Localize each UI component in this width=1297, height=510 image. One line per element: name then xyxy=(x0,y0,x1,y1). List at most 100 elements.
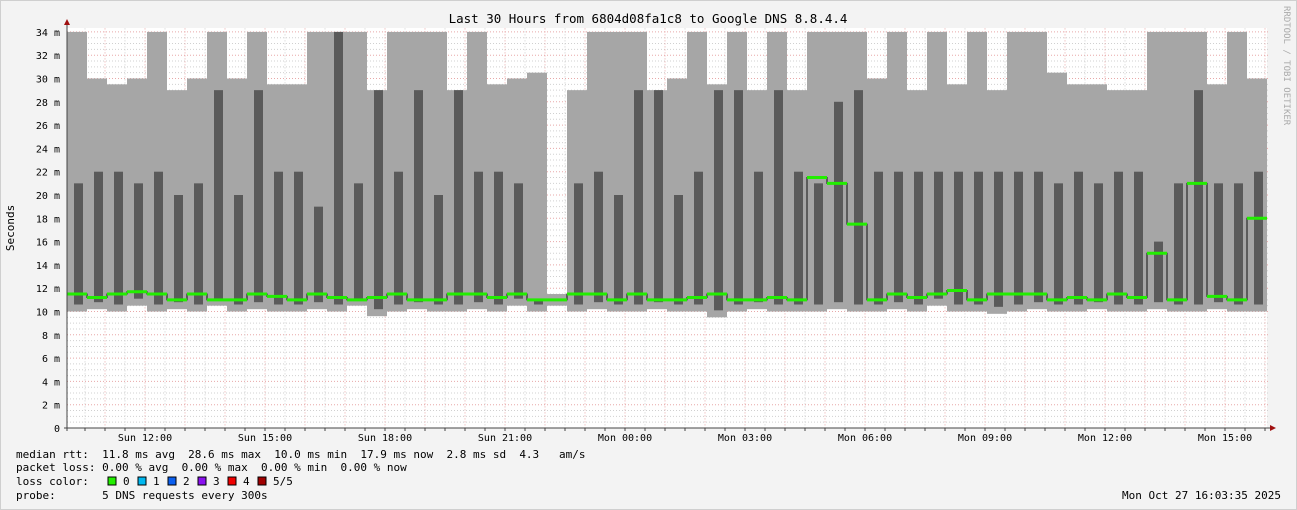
y-axis-arrow-icon xyxy=(64,19,70,25)
loss-color-label: 0 xyxy=(123,475,130,488)
loss-color-label: 4 xyxy=(243,475,250,488)
y-tick-label: 10 m xyxy=(36,308,60,319)
smoke-inner xyxy=(114,171,123,305)
legend-timestamp: Mon Oct 27 16:03:35 2025 xyxy=(1122,489,1281,502)
smoke-inner xyxy=(854,90,863,305)
smoke-inner xyxy=(74,183,83,305)
legend-probe: probe: 5 DNS requests every 300s xyxy=(16,489,268,502)
smoke-outer xyxy=(1147,31,1167,310)
x-tick-label: Mon 09:00 xyxy=(958,433,1012,444)
x-tick-labels: Sun 12:00 Sun 15:00 Sun 18:00 Sun 21:00 Mon … xyxy=(118,433,1252,444)
loss-color-label: 3 xyxy=(213,475,220,488)
legend-packet-loss: packet loss: 0.00 % avg 0.00 % max 0.00 … xyxy=(16,461,407,474)
smoke-inner xyxy=(1254,171,1263,305)
x-tick-label: Sun 21:00 xyxy=(478,433,532,444)
smoke-inner xyxy=(934,171,943,299)
loss-color-label: 1 xyxy=(153,475,160,488)
smoke-inner xyxy=(1234,183,1243,305)
axes xyxy=(64,19,1276,431)
smoke-inner xyxy=(454,90,463,305)
smoke-inner xyxy=(814,183,823,305)
smoke-inner xyxy=(194,183,203,305)
smoke-inner xyxy=(994,171,1003,307)
y-tick-label: 32 m xyxy=(36,51,60,62)
y-tick-label: 14 m xyxy=(36,261,60,272)
smoke-inner xyxy=(974,171,983,305)
loss-color-label: 2 xyxy=(183,475,190,488)
loss-color-swatch xyxy=(227,476,237,486)
y-tick-label: 26 m xyxy=(36,121,60,132)
smoke-inner xyxy=(894,171,903,303)
smoke-inner xyxy=(654,90,663,303)
y-axis-label: Seconds xyxy=(4,205,17,251)
smoke-inner xyxy=(1134,171,1143,305)
smoke-inner xyxy=(1014,171,1023,305)
loss-color-swatch xyxy=(107,476,117,486)
y-tick-label: 6 m xyxy=(42,354,60,365)
smoke-inner xyxy=(414,90,423,303)
loss-color-label: 5/5 xyxy=(273,475,293,488)
x-tick-label: Sun 12:00 xyxy=(118,433,172,444)
smoke-inner xyxy=(614,195,623,305)
x-tick-label: Mon 12:00 xyxy=(1078,433,1132,444)
smoke-inner xyxy=(794,171,803,305)
y-tick-label: 30 m xyxy=(36,75,60,86)
loss-color-swatch xyxy=(167,476,177,486)
smoke-inner xyxy=(154,171,163,305)
smoke-inner xyxy=(674,195,683,305)
y-tick-label: 16 m xyxy=(36,238,60,249)
smoke-inner xyxy=(1074,171,1083,305)
smoke-inner xyxy=(714,90,723,311)
smoke-inner xyxy=(914,171,923,305)
y-tick-label: 28 m xyxy=(36,98,60,109)
median-line xyxy=(67,176,1267,302)
smoke-inner xyxy=(274,171,283,305)
loss-color-swatch xyxy=(197,476,207,486)
smoke-inner xyxy=(1034,171,1043,303)
legend-loss-color-label: loss color: xyxy=(16,475,89,488)
smoke-inner xyxy=(774,90,783,305)
y-tick-label: 22 m xyxy=(36,168,60,179)
smoke-inner xyxy=(1114,171,1123,305)
smoke-inner xyxy=(134,183,143,299)
smoke-inner xyxy=(574,183,583,305)
x-tick-label: Mon 06:00 xyxy=(838,433,892,444)
smoke-inner xyxy=(214,90,223,299)
smoke-inner xyxy=(1194,90,1203,305)
loss-color-swatch xyxy=(257,476,267,486)
loss-color-swatch xyxy=(137,476,147,486)
smoke-inner xyxy=(334,31,343,305)
smoke-inner xyxy=(1054,183,1063,305)
legend-median-rtt: median rtt: 11.8 ms avg 28.6 ms max 10.0… xyxy=(16,448,586,461)
x-tick-label: Mon 00:00 xyxy=(598,433,652,444)
smoke-inner xyxy=(874,171,883,305)
smoke-inner xyxy=(394,171,403,305)
smoke-inner xyxy=(314,206,323,303)
smoke-inner xyxy=(1214,183,1223,303)
x-tick-label: Sun 18:00 xyxy=(358,433,412,444)
smoke-inner xyxy=(834,101,843,303)
y-tick-label: 4 m xyxy=(42,377,60,388)
y-tick-label: 2 m xyxy=(42,401,60,412)
x-axis-arrow-icon xyxy=(1270,425,1276,431)
smoke-inner xyxy=(354,183,363,299)
smoke-inner xyxy=(694,171,703,305)
y-tick-label: 0 xyxy=(54,424,60,435)
x-tick-label: Mon 15:00 xyxy=(1198,433,1252,444)
smoke-inner xyxy=(254,90,263,303)
smoke-inner xyxy=(754,171,763,303)
smoke-inner xyxy=(634,90,643,305)
y-tick-label: 24 m xyxy=(36,144,60,155)
smoke-inner xyxy=(594,171,603,303)
smoke-inner xyxy=(234,195,243,305)
y-tick-label: 8 m xyxy=(42,331,60,342)
y-tick-label: 34 m xyxy=(36,28,60,39)
y-tick-label: 12 m xyxy=(36,284,60,295)
smoke-inner xyxy=(514,183,523,299)
smoke-inner xyxy=(374,90,383,310)
smoke-inner xyxy=(1154,241,1163,303)
watermark: RRDTOOL / TOBI OETIKER xyxy=(1281,6,1291,126)
smoke-inner xyxy=(954,171,963,305)
smoke-outer xyxy=(527,72,547,312)
